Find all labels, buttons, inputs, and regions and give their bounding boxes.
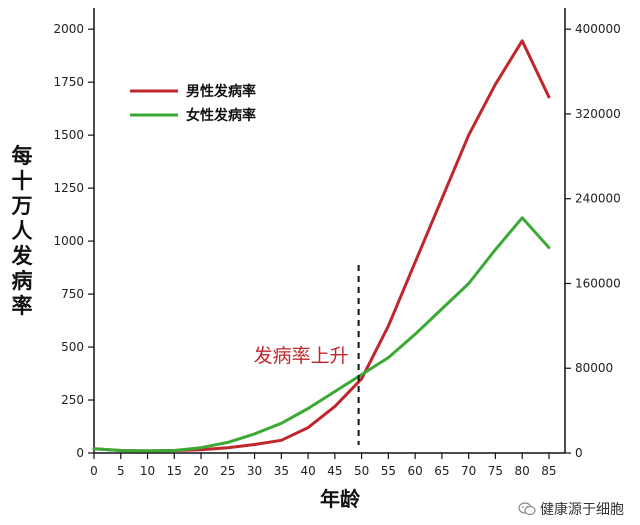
legend-label: 女性发病率 xyxy=(186,107,256,124)
watermark-text: 健康源于细胞 xyxy=(540,502,624,518)
y-axis-label-char: 人 xyxy=(12,219,33,243)
y-tick-label: 1500 xyxy=(53,128,84,142)
y2-tick-label: 240000 xyxy=(575,192,621,206)
y2-tick-label: 160000 xyxy=(575,276,621,290)
y-tick-label: 750 xyxy=(61,287,84,301)
x-tick-label: 75 xyxy=(488,464,503,478)
x-tick-label: 80 xyxy=(515,464,530,478)
x-axis-ticks: 0 5 10 15 20 25 30 35 40 45 50 55 60 65 70 75 80 85 xyxy=(90,453,557,478)
x-tick-label: 85 xyxy=(541,464,556,478)
series-line-female xyxy=(92,216,551,453)
legend-label: 男性发病率 xyxy=(186,83,256,100)
x-tick-label: 65 xyxy=(434,464,449,478)
y-axis-label-char: 发 xyxy=(11,244,34,268)
y-tick-label: 1250 xyxy=(53,181,84,195)
x-tick-label: 50 xyxy=(354,464,369,478)
y-axis-label-char: 率 xyxy=(12,294,33,318)
y-axis-label-char: 每 xyxy=(12,144,33,168)
y2-tick-label: 0 xyxy=(575,446,583,460)
x-axis-label: 年龄 xyxy=(320,487,361,511)
y-tick-label: 250 xyxy=(61,393,84,407)
y-tick-label: 1750 xyxy=(53,75,84,89)
axes xyxy=(93,8,566,454)
y-axis-ticks: 0 250 500 750 1000 1250 1500 1750 2000 xyxy=(53,22,94,460)
y-tick-label: 500 xyxy=(61,340,84,354)
y2-tick-label: 320000 xyxy=(575,107,621,121)
y-axis-label-char: 十 xyxy=(12,169,33,193)
x-tick-label: 45 xyxy=(327,464,342,478)
y-tick-label: 1000 xyxy=(53,234,84,248)
y2-tick-label: 400000 xyxy=(575,22,621,36)
y2-tick-label: 80000 xyxy=(575,361,613,375)
x-tick-label: 25 xyxy=(220,464,235,478)
wechat-icon xyxy=(518,502,536,516)
series-line-male xyxy=(92,39,551,453)
x-tick-label: 60 xyxy=(407,464,422,478)
x-tick-label: 70 xyxy=(461,464,476,478)
x-tick-label: 15 xyxy=(167,464,182,478)
x-tick-label: 55 xyxy=(381,464,396,478)
x-tick-label: 0 xyxy=(90,464,98,478)
lines xyxy=(92,39,551,453)
x-tick-label: 35 xyxy=(274,464,289,478)
y-tick-label: 2000 xyxy=(53,22,84,36)
y-axis-label-char: 病 xyxy=(12,269,33,293)
x-tick-label: 10 xyxy=(140,464,155,478)
watermark: 健康源于细胞 xyxy=(518,499,624,519)
y2-axis-ticks: 0 80000 160000 240000 320000 400000 xyxy=(565,22,621,460)
annotation: 发病率上升 xyxy=(254,265,360,445)
x-tick-label: 30 xyxy=(247,464,262,478)
x-tick-label: 5 xyxy=(117,464,125,478)
y-tick-label: 0 xyxy=(76,446,84,460)
y-axis-label-char: 万 xyxy=(11,194,33,218)
annotation-text: 发病率上升 xyxy=(254,345,349,367)
x-tick-label: 20 xyxy=(193,464,208,478)
x-tick-label: 40 xyxy=(300,464,315,478)
